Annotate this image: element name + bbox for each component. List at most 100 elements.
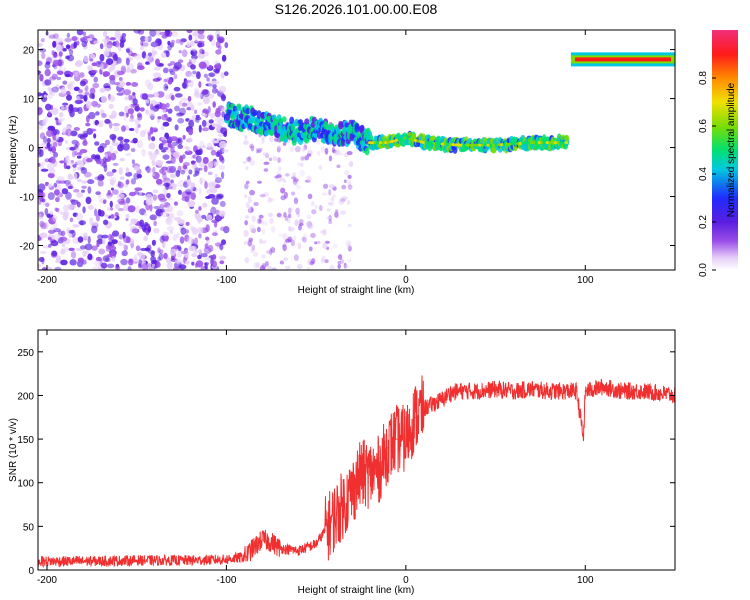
spectrogram-cell <box>100 95 107 104</box>
spectrogram-cell <box>42 119 47 126</box>
spectrogram-cell <box>94 208 98 217</box>
spectrogram-cell <box>72 107 80 112</box>
spectrogram-cell <box>165 165 174 174</box>
spectrogram-cell <box>123 138 130 143</box>
snr-point <box>136 559 138 562</box>
spectrogram-cell <box>142 39 149 48</box>
spectrogram-cell <box>174 124 179 131</box>
spectrogram-cell <box>177 138 182 143</box>
spectrogram-cell <box>92 266 101 270</box>
spectrogram-cell <box>39 232 48 239</box>
spectrogram-cell <box>149 153 157 161</box>
spectrogram-cell <box>186 42 191 48</box>
spectrogram-cell <box>147 35 152 43</box>
spectrogram-cell <box>59 236 68 242</box>
spectrogram-cell <box>335 149 341 155</box>
spectrogram-cell <box>80 220 84 226</box>
snr-point <box>582 438 585 440</box>
spectrogram-cell <box>39 73 44 82</box>
spectrogram-cell <box>47 183 53 188</box>
spectrogram-cell <box>187 182 195 190</box>
spectrogram-cell <box>55 207 60 213</box>
spectrogram-cell <box>53 151 59 158</box>
spectrogram-cell <box>157 256 161 262</box>
spectrogram-cell <box>49 226 56 231</box>
spectrogram-x-tick-label: -100 <box>216 275 236 286</box>
spectrogram-cell <box>214 214 223 222</box>
spectrogram-cell <box>150 41 159 48</box>
spectrogram-cell <box>293 235 297 241</box>
spectrogram-cell <box>60 230 66 237</box>
spectrogram-cell <box>311 209 317 215</box>
spectrogram-cell <box>346 243 351 250</box>
spectrogram-cell <box>112 162 119 167</box>
spectrogram-cell <box>69 259 77 266</box>
spectrogram-cell <box>173 201 179 206</box>
spectrogram-cell <box>184 80 188 84</box>
spectrogram-cell <box>46 129 54 138</box>
spectrogram-cell <box>257 180 262 184</box>
snr-points <box>38 386 675 562</box>
spectrogram-cell <box>287 207 292 215</box>
spectrogram-cell <box>343 262 347 269</box>
spectrogram-cell <box>218 210 226 217</box>
spectrogram-cell <box>250 248 254 254</box>
spectrogram-cell <box>76 178 82 183</box>
spectrogram-cell <box>243 241 247 245</box>
spectrogram-cell <box>206 142 213 149</box>
spectrogram-cell <box>40 37 45 43</box>
spectrogram-cell <box>123 244 129 251</box>
spectrogram-cell <box>199 48 205 54</box>
spectrogram-cell <box>162 154 170 160</box>
snr-point <box>512 390 515 392</box>
spectrogram-cell <box>203 73 208 78</box>
spectrogram-cell <box>125 152 132 156</box>
spectrogram-cell <box>57 119 63 124</box>
snr-x-tick-label: -100 <box>216 575 236 586</box>
spectrogram-cell <box>343 179 347 183</box>
spectrogram-cell <box>222 148 229 153</box>
spectrogram-cell <box>68 233 73 238</box>
spectrogram-cell <box>170 179 174 184</box>
snr-point <box>270 541 272 543</box>
spectrogram-cell <box>188 34 193 41</box>
spectrogram-cell <box>38 60 43 67</box>
spectrogram-cell <box>52 40 57 48</box>
spectrogram-cell <box>81 185 87 189</box>
spectrogram-cell <box>263 161 270 165</box>
spectrogram-cell <box>118 200 127 205</box>
spectrogram-cell <box>165 85 169 89</box>
spectrogram-cell <box>133 30 142 34</box>
spectrogram-cell <box>341 184 347 190</box>
spectrogram-cell <box>211 140 220 144</box>
spectrogram-cell <box>318 205 323 212</box>
spectrogram-cell <box>133 254 138 261</box>
spectrogram-cell <box>156 261 161 268</box>
spectrogram-cell <box>290 191 296 196</box>
spectrogram-cell <box>136 112 142 118</box>
spectrogram-cell <box>194 237 199 245</box>
spectrogram-cell <box>110 207 114 211</box>
spectrogram-cell <box>293 197 299 205</box>
spectrogram-cell <box>210 149 217 156</box>
spectrogram-cell <box>143 212 148 217</box>
spectrogram-cell <box>190 64 196 70</box>
spectrogram-cell <box>83 55 89 63</box>
spectrogram-cell <box>71 36 78 42</box>
spectrogram-cell <box>202 144 206 149</box>
spectrogram-cell <box>81 180 88 184</box>
spectrogram-cell <box>52 59 61 67</box>
spectrogram-cell <box>57 210 64 215</box>
snr-point <box>243 556 245 558</box>
spectrogram-cell <box>60 86 67 95</box>
spectrogram-cell <box>245 180 250 184</box>
spectrogram-cell <box>170 94 175 101</box>
spectrogram-cell <box>181 191 189 199</box>
spectrogram-cell <box>332 194 336 198</box>
snr-y-tick-label: 150 <box>17 435 34 446</box>
spectrogram-cell <box>252 109 258 116</box>
spectrogram-cell <box>80 167 86 171</box>
spectrogram-cell <box>347 245 352 252</box>
spectrogram-cell <box>267 265 273 270</box>
spectrogram-cell <box>38 43 43 47</box>
